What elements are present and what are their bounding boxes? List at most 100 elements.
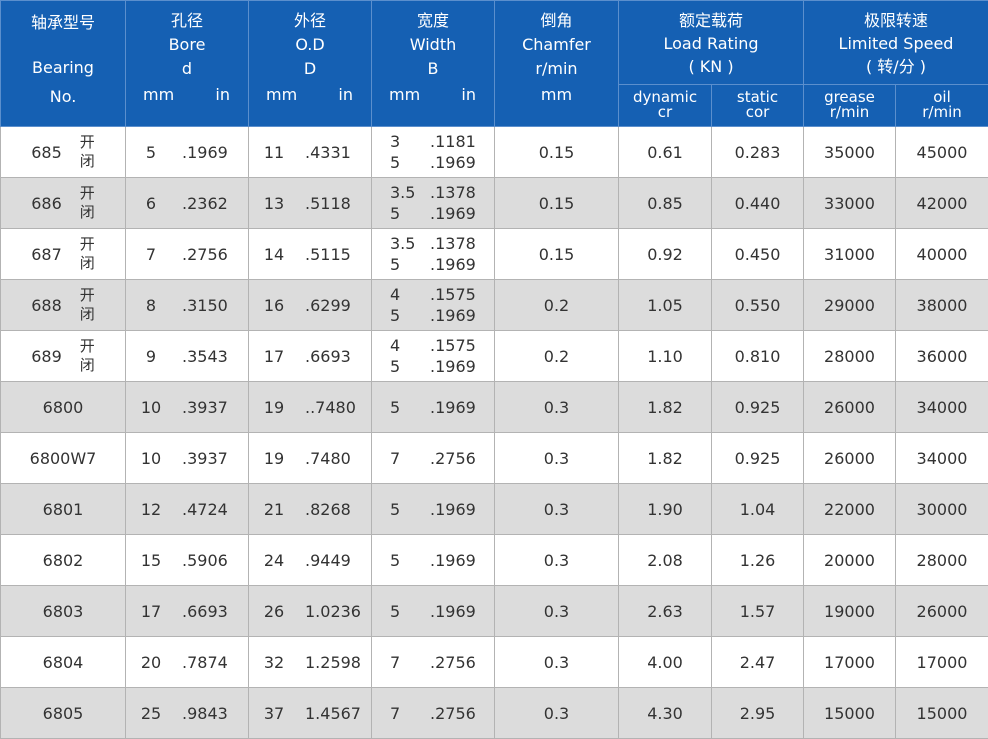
cell-bearing: 6800 <box>1 382 126 433</box>
cell-od: 16.6299 <box>249 280 372 331</box>
width-in-alt: .1969 <box>424 254 494 275</box>
cell-grease: 29000 <box>804 280 896 331</box>
seal-closed: 闭 <box>80 203 95 222</box>
bore-in: .3543 <box>176 347 248 366</box>
cell-grease: 20000 <box>804 535 896 586</box>
cell-oil: 34000 <box>896 382 988 433</box>
cell-dynamic: 0.92 <box>619 229 712 280</box>
cell-oil: 40000 <box>896 229 988 280</box>
od-in: .6299 <box>299 296 371 315</box>
cell-bearing: 6800W7 <box>1 433 126 484</box>
width-in: .1378 <box>424 182 494 203</box>
cell-static: 0.810 <box>712 331 804 382</box>
cell-oil: 34000 <box>896 433 988 484</box>
od-mm: 17 <box>249 347 299 366</box>
cell-chamfer: 0.3 <box>495 637 619 688</box>
od-mm: 24 <box>249 551 299 570</box>
header-speed-en: Limited Speed <box>804 32 988 55</box>
header-width-symbol: B <box>372 57 494 81</box>
bearing-no: 688 <box>31 296 62 315</box>
header-chamfer-en: Chamfer <box>495 33 618 57</box>
bore-mm: 20 <box>126 653 176 672</box>
od-mm: 26 <box>249 602 299 621</box>
cell-grease: 35000 <box>804 127 896 178</box>
cell-dynamic: 1.90 <box>619 484 712 535</box>
cell-od: 17.6693 <box>249 331 372 382</box>
cell-bore: 6.2362 <box>126 178 249 229</box>
cell-od: 11.4331 <box>249 127 372 178</box>
seal-type: 开闭 <box>80 337 95 375</box>
od-mm: 14 <box>249 245 299 264</box>
width-in: .1575 <box>424 284 494 305</box>
seal-closed: 闭 <box>80 356 95 375</box>
cell-bearing: 689 开闭 <box>1 331 126 382</box>
width-mm: 5 <box>372 398 424 417</box>
header-grease-unit: r/min <box>804 105 895 120</box>
header-bearing-en: Bearing <box>1 36 125 80</box>
width-mm: 4 <box>372 335 424 356</box>
cell-grease: 22000 <box>804 484 896 535</box>
bore-in: .2756 <box>176 245 248 264</box>
cell-dynamic: 0.61 <box>619 127 712 178</box>
header-bearing-no-label: No. <box>1 80 125 109</box>
cell-oil: 45000 <box>896 127 988 178</box>
cell-dynamic: 1.10 <box>619 331 712 382</box>
header-chamfer-mm: mm <box>495 83 618 107</box>
header-load-unit: ( KN ) <box>619 55 803 78</box>
width-mm-alt: 5 <box>372 152 424 173</box>
od-mm: 19 <box>249 398 299 417</box>
header-speed-unit: ( 转/分 ) <box>804 55 988 78</box>
cell-dynamic: 1.05 <box>619 280 712 331</box>
cell-width: 7.2756 <box>372 688 495 739</box>
width-in: .2756 <box>424 704 494 723</box>
bore-in: .5906 <box>176 551 248 570</box>
cell-dynamic: 1.82 <box>619 433 712 484</box>
bearing-no: 686 <box>31 194 62 213</box>
header-chamfer: 倒角 Chamfer r/min mm <box>495 1 619 127</box>
header-od-mm: mm <box>266 83 297 107</box>
width-mm: 5 <box>372 551 424 570</box>
bore-in: .4724 <box>176 500 248 519</box>
seal-open: 开 <box>80 337 95 356</box>
width-mm: 7 <box>372 449 424 468</box>
seal-open: 开 <box>80 286 95 305</box>
cell-bore: 12.4724 <box>126 484 249 535</box>
bore-mm: 9 <box>126 347 176 366</box>
cell-od: 24.9449 <box>249 535 372 586</box>
cell-od: 14.5115 <box>249 229 372 280</box>
bore-in: .7874 <box>176 653 248 672</box>
cell-static: 1.57 <box>712 586 804 637</box>
cell-bore: 20.7874 <box>126 637 249 688</box>
header-od-in: in <box>338 83 353 107</box>
cell-bore: 25.9843 <box>126 688 249 739</box>
cell-oil: 26000 <box>896 586 988 637</box>
cell-bearing: 6804 <box>1 637 126 688</box>
cell-oil: 38000 <box>896 280 988 331</box>
width-mm-alt: 5 <box>372 356 424 377</box>
bore-mm: 17 <box>126 602 176 621</box>
cell-bore: 17.6693 <box>126 586 249 637</box>
header-chamfer-cn: 倒角 <box>495 9 618 33</box>
width-mm: 7 <box>372 653 424 672</box>
seal-closed: 闭 <box>80 152 95 171</box>
bearing-no: 689 <box>31 347 62 366</box>
cell-dynamic: 1.82 <box>619 382 712 433</box>
seal-type: 开闭 <box>80 133 95 171</box>
cell-oil: 28000 <box>896 535 988 586</box>
cell-static: 0.550 <box>712 280 804 331</box>
od-in: 1.0236 <box>299 602 371 621</box>
cell-width: 5.1969 <box>372 535 495 586</box>
cell-chamfer: 0.3 <box>495 586 619 637</box>
